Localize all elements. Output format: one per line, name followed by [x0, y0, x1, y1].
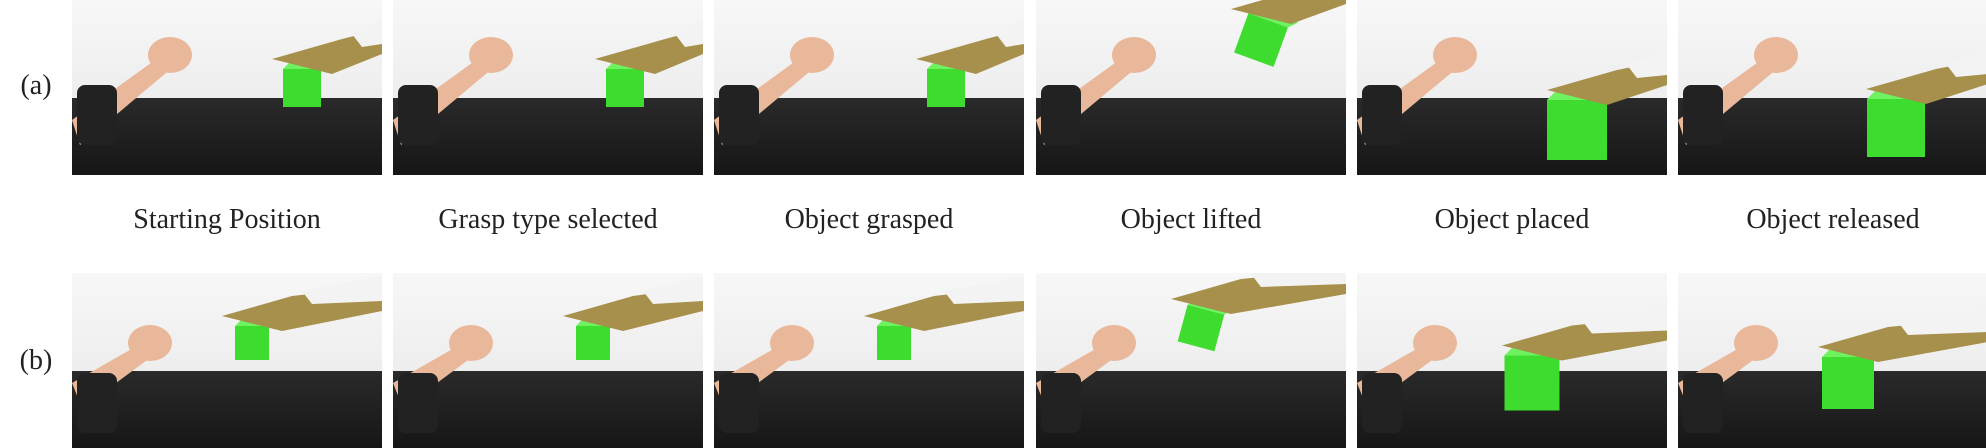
photo-b-grasp-type-selected: [393, 273, 703, 448]
photo-a-grasp-type-selected: [393, 0, 703, 175]
myo-armband: [1683, 85, 1723, 145]
caption-grasp-type-selected: Grasp type selected: [438, 204, 658, 235]
human-hand: [128, 325, 172, 361]
human-hand: [1734, 325, 1778, 361]
photo-row-b: [72, 273, 1986, 448]
photo-a-object-grasped: [714, 0, 1024, 175]
myo-armband: [77, 373, 117, 433]
human-hand: [469, 37, 513, 73]
robot-hand-cover: [643, 276, 703, 304]
robot-hand-cover: [1627, 50, 1667, 78]
myo-armband: [719, 373, 759, 433]
robot-hand-cover: [1898, 307, 1986, 335]
green-cube: [1547, 92, 1615, 160]
row-label-a: (a): [20, 70, 52, 101]
human-hand: [148, 37, 192, 73]
cube-face: [1867, 99, 1925, 157]
myo-armband: [1362, 373, 1402, 433]
scene-graphic: [1357, 37, 1667, 160]
caption-object-placed: Object placed: [1434, 204, 1590, 235]
caption-object-released: Object released: [1746, 204, 1920, 235]
human-hand: [790, 37, 834, 73]
myo-armband: [1683, 373, 1723, 433]
caption-object-grasped: Object grasped: [784, 204, 954, 235]
row-label-b: (b): [19, 345, 53, 376]
scene-graphic: [72, 276, 382, 433]
robot-hand-cover: [1582, 305, 1667, 334]
caption-starting-position: Starting Position: [133, 204, 321, 235]
scene-graphic: [1036, 273, 1346, 433]
robot-hand-cover: [352, 19, 382, 47]
scene-graphic: [714, 19, 1024, 145]
myo-armband: [398, 85, 438, 145]
cube-face: [877, 326, 911, 360]
human-hand: [1413, 325, 1457, 361]
human-hand: [449, 325, 493, 361]
robot-hand-cover: [675, 19, 703, 47]
scene-graphic: [1678, 307, 1986, 433]
photo-a-object-released: [1678, 0, 1986, 175]
cube-face: [235, 326, 269, 360]
photo-b-object-placed: [1357, 273, 1667, 448]
photo-a-object-lifted: [1036, 0, 1346, 175]
scene-graphic: [1036, 0, 1346, 145]
myo-armband: [719, 85, 759, 145]
caption-object-lifted: Object lifted: [1120, 204, 1262, 235]
myo-armband: [1362, 85, 1402, 145]
cube-face: [1504, 355, 1560, 411]
scene-graphic: [1678, 37, 1986, 157]
human-hand: [1112, 37, 1156, 73]
human-hand: [1754, 37, 1798, 73]
myo-armband: [1041, 85, 1081, 145]
robotic-hand: [595, 29, 703, 74]
human-hand: [1433, 37, 1477, 73]
cube-face: [576, 326, 610, 360]
photo-a-starting-position: [72, 0, 382, 175]
photo-b-object-released: [1678, 273, 1986, 448]
robot-hand-cover: [1946, 49, 1986, 77]
photo-b-object-grasped: [714, 273, 1024, 448]
human-hand: [1092, 325, 1136, 361]
human-hand: [770, 325, 814, 361]
robotic-hand: [916, 29, 1024, 74]
photo-b-starting-position: [72, 273, 382, 448]
cube-face: [1177, 304, 1225, 352]
scene-graphic: [714, 276, 1024, 433]
robotic-hand: [1231, 0, 1346, 24]
myo-armband: [398, 373, 438, 433]
photo-a-object-placed: [1357, 0, 1667, 175]
scene-graphic: [393, 276, 703, 433]
cube-face: [606, 69, 644, 107]
scene-graphic: [393, 19, 703, 145]
robotic-hand: [272, 29, 382, 74]
scene-graphic: [1357, 305, 1667, 433]
photo-row-a: [72, 0, 1986, 175]
cube-face: [1234, 13, 1288, 67]
cube-face: [1547, 100, 1607, 160]
robot-hand-cover: [302, 276, 382, 304]
robot-hand-cover: [996, 19, 1024, 47]
caption-row: Starting Position Grasp type selected Ob…: [72, 204, 1986, 244]
scene-graphic: [72, 19, 382, 145]
myo-armband: [1041, 373, 1081, 433]
myo-armband: [77, 85, 117, 145]
photo-b-object-lifted: [1036, 273, 1346, 448]
robot-hand-cover: [944, 276, 1024, 304]
cube-face: [283, 69, 321, 107]
cube-face: [927, 69, 965, 107]
cube-face: [1822, 357, 1874, 409]
robot-hand-cover: [1251, 273, 1346, 287]
